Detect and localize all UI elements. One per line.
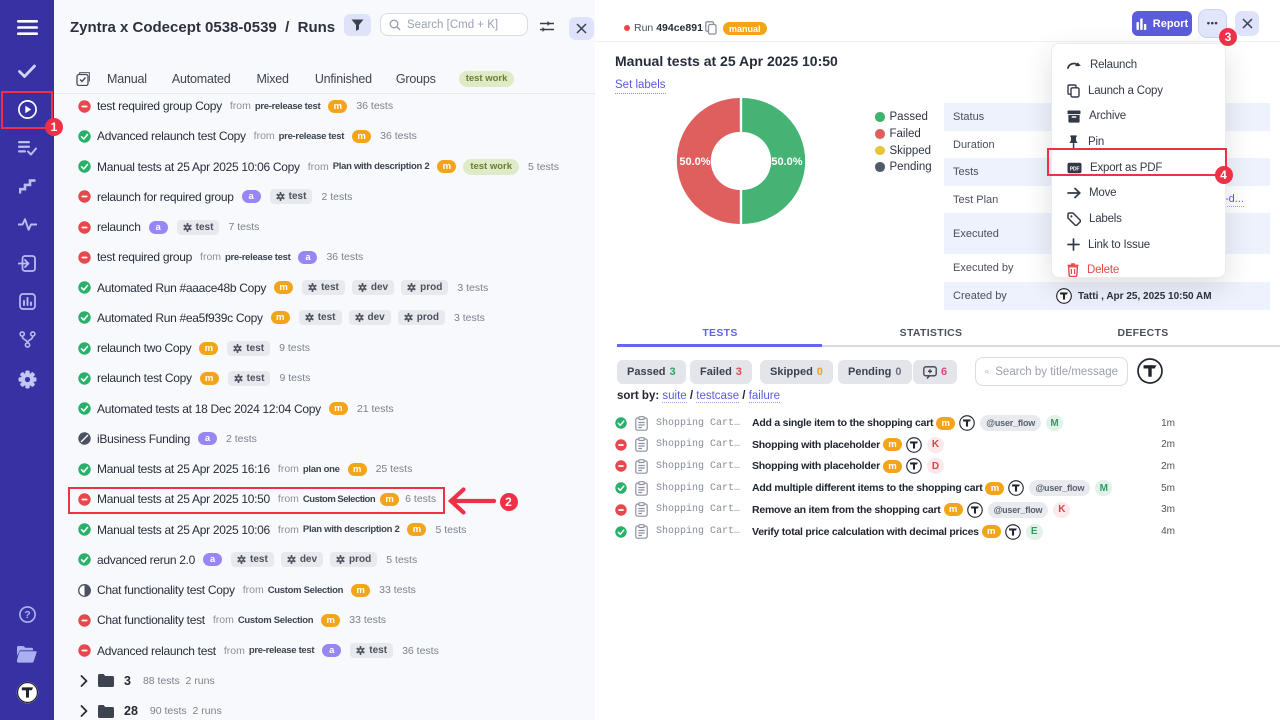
svg-text:?: ? xyxy=(24,609,30,621)
svg-text:PDF: PDF xyxy=(1070,166,1080,172)
svg-text:50.0%: 50.0% xyxy=(771,156,802,168)
svg-text:50.0%: 50.0% xyxy=(679,156,710,168)
